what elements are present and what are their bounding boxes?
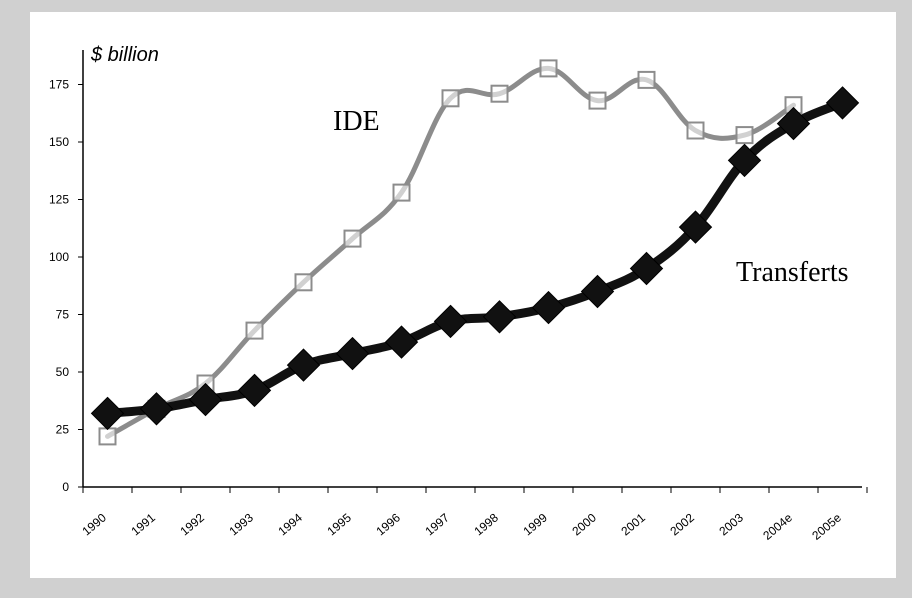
- y-tick-label: 125: [49, 193, 69, 207]
- y-tick-label: 175: [49, 78, 69, 92]
- x-tick-label: 1991: [128, 510, 158, 538]
- x-tick-label: 2000: [569, 510, 599, 538]
- data-point-transferts: [139, 392, 174, 426]
- x-tick-label: 1990: [79, 510, 109, 538]
- data-point-transferts: [433, 304, 468, 339]
- data-point-transferts: [531, 290, 566, 325]
- data-point-ide: [343, 229, 362, 248]
- x-tick-label: 1995: [324, 510, 354, 538]
- chart-panel: [30, 12, 896, 578]
- data-point-transferts: [825, 86, 860, 120]
- series-lines: [103, 65, 847, 439]
- data-point-ide: [245, 321, 264, 340]
- data-point-transferts: [237, 373, 272, 408]
- y-tick-label: 75: [56, 308, 70, 322]
- series-markers: [90, 59, 860, 446]
- x-tick-label: 2001: [618, 510, 648, 538]
- data-point-transferts: [678, 210, 713, 244]
- x-tick-label: 1993: [226, 510, 256, 538]
- data-point-transferts: [188, 382, 223, 417]
- data-point-transferts: [776, 106, 811, 141]
- y-tick-label: 50: [56, 365, 70, 379]
- data-point-ide: [735, 126, 754, 145]
- x-tick-label: 1996: [373, 510, 403, 538]
- x-tick-label: 1994: [275, 510, 305, 538]
- data-point-ide: [294, 273, 313, 292]
- axes: [82, 50, 862, 488]
- data-point-transferts: [335, 336, 370, 371]
- x-tick-label: 1997: [422, 510, 452, 538]
- data-point-ide: [588, 91, 607, 110]
- data-point-ide: [490, 84, 509, 103]
- data-point-ide: [441, 89, 460, 108]
- x-axis-ticks: 1990 1991 1992 1993 1994 1995 1996 1997 1998 1999…: [79, 487, 868, 543]
- data-point-ide: [539, 59, 558, 78]
- data-point-ide: [686, 121, 705, 140]
- x-tick-label: 2004e: [760, 510, 795, 542]
- x-tick-label: 2002: [667, 510, 697, 538]
- y-tick-label: 100: [49, 250, 69, 264]
- x-tick-label: 2003: [716, 510, 746, 538]
- data-point-transferts: [727, 143, 762, 178]
- y-axis-unit-label: $ billion: [90, 44, 159, 66]
- data-point-transferts: [482, 300, 517, 334]
- data-point-transferts: [580, 274, 615, 309]
- x-tick-label: 2005e: [809, 510, 844, 542]
- y-tick-label: 0: [62, 480, 69, 494]
- x-tick-label: 1998: [471, 510, 501, 538]
- data-point-transferts: [384, 325, 419, 359]
- data-point-transferts: [286, 348, 321, 382]
- data-point-ide: [637, 70, 656, 89]
- x-tick-label: 1999: [520, 510, 550, 538]
- y-tick-label: 25: [56, 423, 70, 437]
- data-point-ide: [392, 183, 411, 202]
- y-axis-ticks: 0 25 50 75 100 125 150 175: [49, 78, 83, 494]
- data-point-ide: [98, 427, 117, 446]
- series-label-transferts: Transferts: [736, 257, 849, 288]
- series-line-transferts: [103, 98, 847, 418]
- x-tick-label: 1992: [177, 510, 207, 538]
- data-point-transferts: [629, 251, 664, 286]
- series-label-ide: IDE: [333, 106, 380, 137]
- y-tick-label: 150: [49, 135, 69, 149]
- data-point-transferts: [90, 396, 125, 431]
